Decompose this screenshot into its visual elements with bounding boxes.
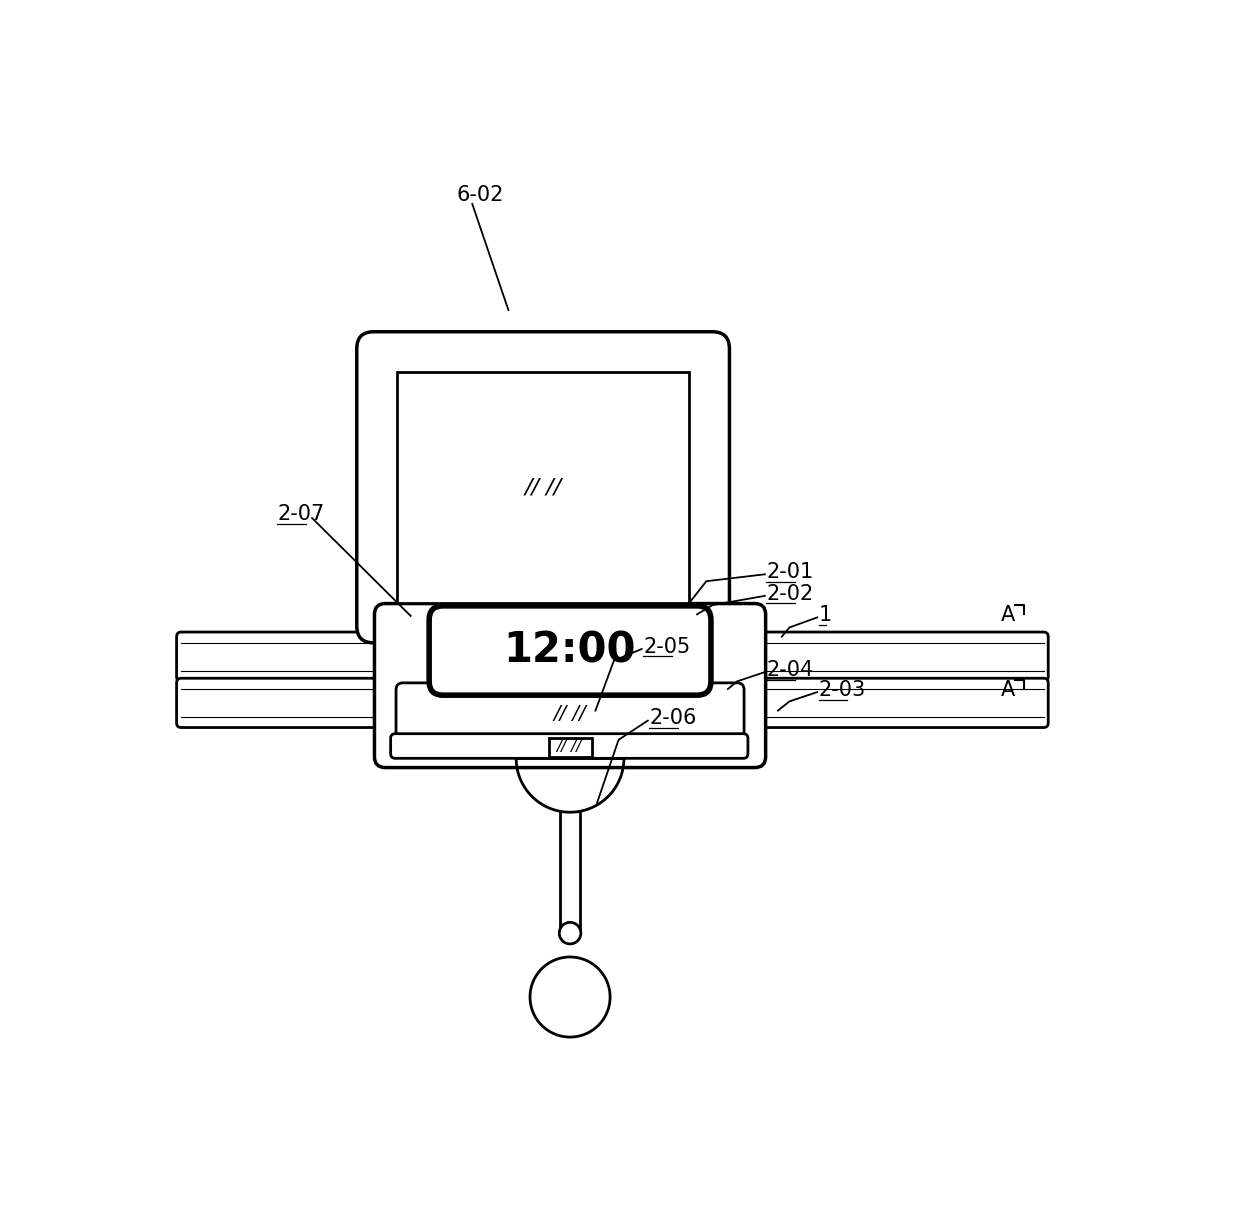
FancyBboxPatch shape — [176, 632, 389, 681]
Text: 2-06: 2-06 — [650, 708, 697, 729]
Text: 2-03: 2-03 — [818, 680, 866, 699]
Bar — [549, 739, 591, 757]
Text: 2-01: 2-01 — [766, 563, 813, 582]
Text: 2-07: 2-07 — [278, 505, 325, 524]
Text: // //: // // — [525, 478, 562, 497]
FancyBboxPatch shape — [374, 603, 765, 768]
FancyBboxPatch shape — [396, 683, 744, 745]
Polygon shape — [516, 758, 624, 812]
FancyBboxPatch shape — [429, 606, 711, 696]
Text: 2-02: 2-02 — [766, 583, 813, 603]
FancyBboxPatch shape — [750, 678, 1048, 728]
Text: 6-02: 6-02 — [456, 185, 505, 204]
Text: A: A — [1001, 606, 1016, 625]
Text: // //: // // — [554, 704, 587, 723]
Text: // //: // // — [557, 739, 582, 753]
Bar — [397, 372, 689, 603]
FancyBboxPatch shape — [176, 678, 389, 728]
FancyBboxPatch shape — [357, 331, 729, 643]
Circle shape — [529, 956, 610, 1037]
Text: 2-05: 2-05 — [644, 636, 691, 656]
Text: 1: 1 — [818, 606, 832, 625]
FancyBboxPatch shape — [391, 734, 748, 758]
Text: 12:00: 12:00 — [503, 629, 636, 672]
Text: A: A — [1001, 680, 1016, 699]
Bar — [578, 625, 601, 643]
Bar — [443, 625, 466, 643]
FancyBboxPatch shape — [750, 632, 1048, 681]
Circle shape — [559, 922, 580, 944]
Text: 2-04: 2-04 — [766, 660, 813, 680]
